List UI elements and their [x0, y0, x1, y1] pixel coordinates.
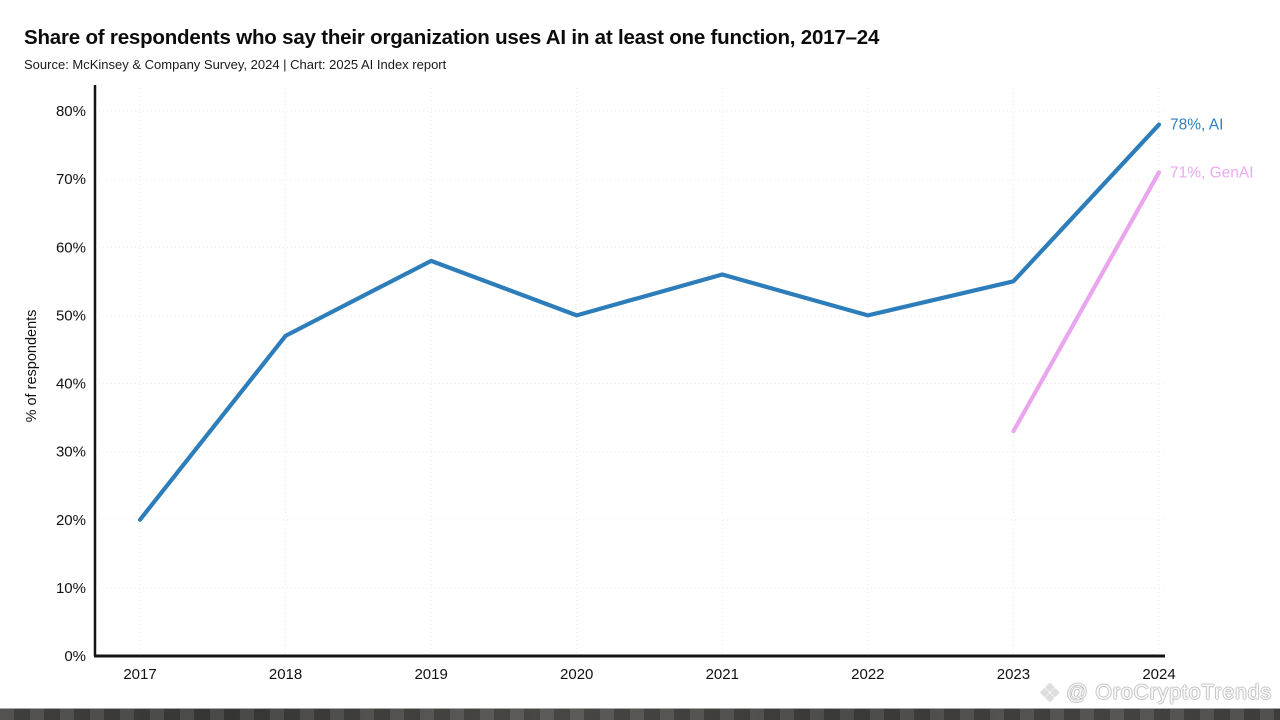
y-tick-label: 60% [56, 239, 86, 256]
genai-line [1011, 170, 1162, 434]
x-tick-label: 2022 [851, 666, 884, 683]
x-tick-label: 2018 [269, 666, 302, 683]
y-tick-label: 0% [64, 648, 86, 665]
ai-line [137, 122, 1162, 522]
genai-end-label: 71%, GenAI [1170, 164, 1254, 181]
chart-subtitle: Source: McKinsey & Company Survey, 2024 … [24, 57, 447, 72]
diamond-logo-icon: ❖ [1038, 678, 1062, 708]
x-tick-label: 2019 [414, 666, 447, 683]
y-tick-label: 80% [56, 103, 86, 120]
y-tick-label: 10% [56, 580, 86, 597]
y-tick-label: 40% [56, 376, 86, 393]
x-tick-label: 2023 [997, 666, 1030, 683]
y-tick-label: 50% [56, 307, 86, 324]
bottom-video-strip [0, 708, 1280, 720]
watermark-handle: @ OroCryptoTrends [1066, 681, 1272, 704]
x-tick-label: 2017 [123, 666, 156, 683]
y-tick-label: 70% [56, 171, 86, 188]
watermark: ❖ @ OroCryptoTrends [1038, 680, 1272, 706]
ai-end-label: 78%, AI [1170, 117, 1223, 134]
chart-title: Share of respondents who say their organ… [24, 26, 880, 49]
y-tick-label: 20% [56, 512, 86, 529]
x-tick-label: 2020 [560, 666, 593, 683]
y-tick-label: 30% [56, 444, 86, 461]
x-tick-label: 2021 [706, 666, 739, 683]
x-tick-label: 2024 [1142, 666, 1175, 683]
y-axis-title: % of respondents [24, 309, 40, 423]
